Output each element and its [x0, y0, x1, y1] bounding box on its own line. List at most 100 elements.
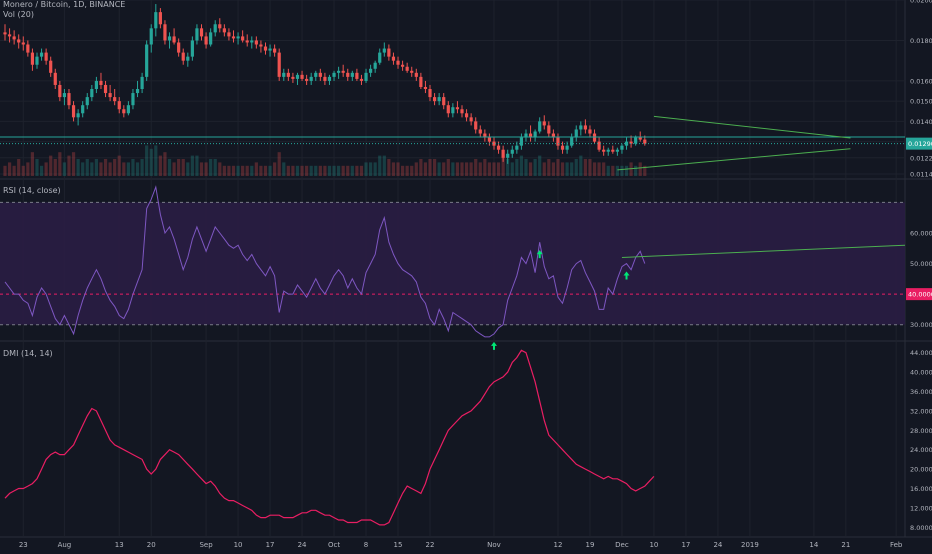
candle-body[interactable]	[158, 12, 162, 25]
candle-body[interactable]	[172, 36, 176, 43]
candle-body[interactable]	[273, 48, 277, 53]
candle-body[interactable]	[135, 89, 140, 94]
candle-body[interactable]	[259, 44, 263, 47]
candle-body[interactable]	[478, 129, 482, 134]
candle-body[interactable]	[355, 72, 359, 79]
candle-body[interactable]	[369, 68, 373, 73]
candle-body[interactable]	[122, 109, 126, 114]
candle-body[interactable]	[350, 72, 354, 77]
candle-body[interactable]	[359, 78, 364, 81]
candle-body[interactable]	[560, 145, 565, 150]
candle-body[interactable]	[400, 64, 405, 67]
candle-body[interactable]	[126, 105, 130, 114]
candle-body[interactable]	[579, 125, 583, 130]
candle-body[interactable]	[113, 97, 117, 102]
candle-body[interactable]	[474, 121, 478, 130]
candle-body[interactable]	[145, 44, 149, 77]
candle-body[interactable]	[620, 145, 624, 150]
candle-body[interactable]	[81, 105, 85, 114]
candle-body[interactable]	[592, 133, 597, 142]
candle-body[interactable]	[277, 52, 281, 77]
candle-body[interactable]	[469, 117, 473, 122]
candle-body[interactable]	[62, 93, 67, 98]
candle-body[interactable]	[446, 105, 450, 114]
candle-body[interactable]	[67, 93, 71, 106]
candle-body[interactable]	[291, 76, 295, 79]
rsi-trendline[interactable]	[621, 244, 906, 258]
candle-body[interactable]	[7, 34, 12, 37]
candle-body[interactable]	[295, 74, 300, 79]
candle-body[interactable]	[391, 56, 396, 61]
candle-body[interactable]	[510, 149, 514, 154]
candle-body[interactable]	[12, 36, 16, 40]
candle-body[interactable]	[455, 107, 460, 110]
candle-body[interactable]	[117, 101, 121, 110]
candle-body[interactable]	[551, 133, 555, 138]
candle-body[interactable]	[199, 28, 204, 37]
candle-body[interactable]	[524, 133, 528, 138]
candle-body[interactable]	[318, 72, 322, 77]
upper-trendline[interactable]	[653, 115, 851, 139]
candle-body[interactable]	[387, 48, 391, 57]
candle-body[interactable]	[419, 76, 423, 87]
candle-body[interactable]	[85, 97, 89, 106]
candle-body[interactable]	[547, 125, 551, 134]
candle-body[interactable]	[346, 72, 350, 77]
candle-body[interactable]	[323, 76, 327, 81]
candle-body[interactable]	[624, 141, 629, 146]
candle-body[interactable]	[332, 72, 336, 77]
candle-body[interactable]	[542, 121, 546, 126]
candle-body[interactable]	[39, 52, 44, 57]
candle-body[interactable]	[209, 32, 213, 45]
candle-body[interactable]	[218, 24, 222, 29]
candle-body[interactable]	[149, 28, 153, 45]
candle-body[interactable]	[410, 70, 414, 73]
candle-body[interactable]	[250, 40, 254, 43]
candle-body[interactable]	[373, 62, 377, 69]
candle-body[interactable]	[30, 52, 35, 65]
candle-body[interactable]	[414, 72, 418, 77]
candle-body[interactable]	[570, 137, 574, 146]
candle-body[interactable]	[300, 74, 304, 79]
candle-body[interactable]	[638, 137, 642, 140]
candle-body[interactable]	[314, 72, 318, 77]
candle-body[interactable]	[615, 149, 619, 152]
candle-body[interactable]	[213, 24, 217, 33]
candle-body[interactable]	[487, 137, 492, 142]
candle-body[interactable]	[483, 133, 487, 138]
candle-body[interactable]	[496, 145, 501, 150]
candle-body[interactable]	[140, 76, 144, 90]
candle-body[interactable]	[405, 66, 409, 71]
candle-body[interactable]	[574, 129, 578, 138]
candle-body[interactable]	[90, 89, 94, 98]
candle-body[interactable]	[236, 36, 240, 39]
candle-body[interactable]	[26, 44, 30, 53]
candle-body[interactable]	[227, 32, 231, 37]
candle-body[interactable]	[396, 60, 400, 65]
candle-body[interactable]	[606, 149, 610, 152]
candle-body[interactable]	[17, 39, 21, 43]
candle-body[interactable]	[519, 137, 524, 146]
candle-body[interactable]	[364, 72, 368, 81]
candle-body[interactable]	[611, 149, 615, 152]
candle-body[interactable]	[634, 137, 638, 144]
dmi-pane[interactable]	[4, 349, 655, 526]
candle-body[interactable]	[154, 12, 158, 29]
candle-body[interactable]	[241, 36, 245, 41]
candle-body[interactable]	[501, 149, 505, 158]
candle-body[interactable]	[305, 78, 309, 81]
candle-body[interactable]	[53, 72, 57, 85]
candle-body[interactable]	[428, 89, 432, 98]
candle-body[interactable]	[432, 97, 437, 102]
candle-body[interactable]	[629, 141, 633, 144]
candle-body[interactable]	[286, 72, 290, 77]
candle-body[interactable]	[538, 121, 542, 132]
candle-body[interactable]	[99, 80, 103, 85]
candle-body[interactable]	[181, 52, 185, 61]
candle-body[interactable]	[341, 70, 345, 73]
candle-body[interactable]	[21, 42, 25, 45]
lower-trendline[interactable]	[617, 148, 851, 171]
candle-body[interactable]	[222, 28, 226, 33]
